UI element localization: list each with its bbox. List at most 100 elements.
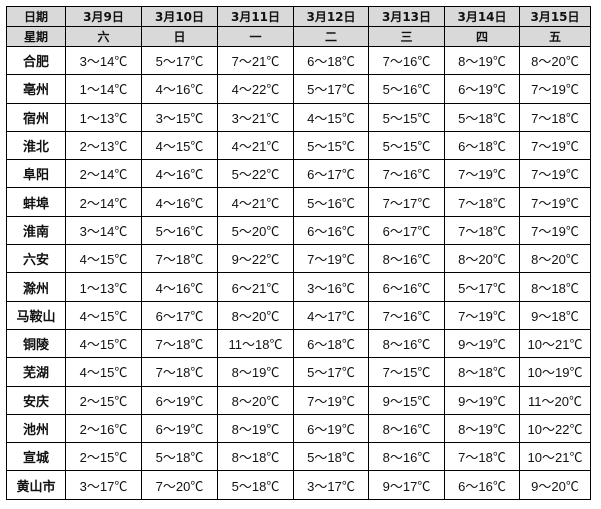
temperature-cell: 9～15℃: [368, 385, 445, 415]
city-name: 合肥: [6, 45, 66, 76]
temperature-cell: 7～18℃: [444, 442, 520, 472]
table-row: 合肥 3～14℃ 5～17℃ 7～21℃ 6～18℃ 7～16℃ 8～19℃ 8～20℃: [6, 45, 591, 76]
temperature-cell: 4～15℃: [141, 130, 218, 161]
temperature-cell: 8～19℃: [217, 357, 294, 387]
city-name: 淮北: [6, 130, 66, 161]
weekday-cell: 五: [519, 26, 591, 47]
temperature-cell: 9～18℃: [519, 300, 591, 330]
weekday-header-row: 星期 六 日 一 二 三 四 五: [6, 26, 591, 47]
temperature-cell: 5～17℃: [141, 45, 218, 76]
temperature-cell: 5～17℃: [293, 357, 369, 387]
temperature-cell: 2～15℃: [65, 385, 142, 415]
temperature-cell: 1～13℃: [65, 272, 142, 302]
city-name: 铜陵: [6, 328, 66, 359]
city-name: 芜湖: [6, 357, 66, 387]
table-row: 马鞍山 4～15℃ 6～17℃ 8～20℃ 4～17℃ 7～16℃ 7～19℃ 9～18℃: [6, 300, 591, 330]
city-name: 宿州: [6, 102, 66, 132]
weekday-label: 星期: [6, 26, 66, 47]
temperature-cell: 6～17℃: [368, 215, 445, 246]
temperature-cell: 6～16℃: [368, 272, 445, 302]
temperature-cell: 6～16℃: [444, 470, 520, 500]
temperature-cell: 7～17℃: [368, 187, 445, 217]
weekday-cell: 三: [368, 26, 445, 47]
temperature-cell: 8～18℃: [444, 357, 520, 387]
temperature-cell: 4～21℃: [217, 130, 294, 161]
table-row: 蚌埠 2～14℃ 4～16℃ 4～21℃ 5～16℃ 7～17℃ 7～18℃ 7～19℃: [6, 187, 591, 217]
temperature-cell: 7～16℃: [368, 300, 445, 330]
temperature-cell: 2～15℃: [65, 442, 142, 472]
temperature-cell: 4～16℃: [141, 187, 218, 217]
temperature-cell: 7～16℃: [368, 159, 445, 189]
date-cell: 3月12日: [293, 6, 369, 27]
temperature-cell: 7～16℃: [368, 45, 445, 76]
temperature-cell: 6～19℃: [293, 413, 369, 444]
temperature-cell: 3～16℃: [293, 272, 369, 302]
city-name: 蚌埠: [6, 187, 66, 217]
temperature-cell: 6～16℃: [293, 215, 369, 246]
table-row: 池州 2～16℃ 6～19℃ 8～19℃ 6～19℃ 8～16℃ 8～19℃ 10～22℃: [6, 413, 591, 444]
temperature-cell: 3～17℃: [293, 470, 369, 500]
temperature-cell: 3～15℃: [141, 102, 218, 132]
temperature-cell: 8～18℃: [519, 272, 591, 302]
temperature-cell: 4～17℃: [293, 300, 369, 330]
temperature-cell: 4～15℃: [65, 328, 142, 359]
temperature-cell: 6～19℃: [141, 413, 218, 444]
temperature-cell: 5～17℃: [293, 74, 369, 104]
temperature-cell: 7～19℃: [444, 300, 520, 330]
temperature-cell: 6～17℃: [293, 159, 369, 189]
temperature-cell: 6～21℃: [217, 272, 294, 302]
date-cell: 3月13日: [368, 6, 445, 27]
temperature-cell: 7～19℃: [519, 215, 591, 246]
date-header-row: 日期 3月9日 3月10日 3月11日 3月12日 3月13日 3月14日 3月…: [6, 6, 591, 27]
date-label: 日期: [6, 6, 66, 27]
temperature-cell: 4～16℃: [141, 272, 218, 302]
temperature-cell: 3～17℃: [65, 470, 142, 500]
temperature-cell: 4～15℃: [293, 102, 369, 132]
temperature-cell: 4～15℃: [65, 300, 142, 330]
temperature-cell: 6～17℃: [141, 300, 218, 330]
temperature-cell: 4～16℃: [141, 159, 218, 189]
weekday-cell: 日: [141, 26, 218, 47]
table-row: 芜湖 4～15℃ 7～18℃ 8～19℃ 5～17℃ 7～15℃ 8～18℃ 10～19℃: [6, 357, 591, 387]
temperature-cell: 5～18℃: [293, 442, 369, 472]
temperature-cell: 5～15℃: [368, 130, 445, 161]
temperature-cell: 7～19℃: [519, 74, 591, 104]
temperature-cell: 2～14℃: [65, 187, 142, 217]
temperature-cell: 5～22℃: [217, 159, 294, 189]
temperature-cell: 7～18℃: [444, 187, 520, 217]
temperature-cell: 4～16℃: [141, 74, 218, 104]
temperature-cell: 3～21℃: [217, 102, 294, 132]
temperature-cell: 5～16℃: [293, 187, 369, 217]
temperature-cell: 1～14℃: [65, 74, 142, 104]
temperature-cell: 4～22℃: [217, 74, 294, 104]
weather-forecast-table: 日期 3月9日 3月10日 3月11日 3月12日 3月13日 3月14日 3月…: [6, 6, 591, 500]
temperature-cell: 10～21℃: [519, 442, 591, 472]
temperature-cell: 7～19℃: [293, 244, 369, 274]
temperature-cell: 9～22℃: [217, 244, 294, 274]
table-row: 铜陵 4～15℃ 7～18℃ 11～18℃ 6～18℃ 8～16℃ 9～19℃ 10～21℃: [6, 328, 591, 359]
city-name: 淮南: [6, 215, 66, 246]
temperature-cell: 8～20℃: [217, 300, 294, 330]
date-cell: 3月14日: [444, 6, 520, 27]
temperature-cell: 5～20℃: [217, 215, 294, 246]
temperature-cell: 3～14℃: [65, 215, 142, 246]
temperature-cell: 7～18℃: [519, 102, 591, 132]
temperature-cell: 10～21℃: [519, 328, 591, 359]
temperature-cell: 9～17℃: [368, 470, 445, 500]
table-row: 亳州 1～14℃ 4～16℃ 4～22℃ 5～17℃ 5～16℃ 6～19℃ 7～19℃: [6, 74, 591, 104]
temperature-cell: 5～17℃: [444, 272, 520, 302]
temperature-cell: 8～20℃: [519, 244, 591, 274]
temperature-cell: 7～18℃: [141, 244, 218, 274]
weekday-cell: 六: [65, 26, 142, 47]
temperature-cell: 5～18℃: [444, 102, 520, 132]
temperature-cell: 4～15℃: [65, 357, 142, 387]
temperature-cell: 10～19℃: [519, 357, 591, 387]
table-row: 安庆 2～15℃ 6～19℃ 8～20℃ 7～19℃ 9～15℃ 9～19℃ 11～20℃: [6, 385, 591, 415]
temperature-cell: 7～19℃: [519, 187, 591, 217]
temperature-cell: 7～19℃: [444, 159, 520, 189]
weekday-cell: 四: [444, 26, 520, 47]
temperature-cell: 8～16℃: [368, 413, 445, 444]
table-row: 六安 4～15℃ 7～18℃ 9～22℃ 7～19℃ 8～16℃ 8～20℃ 8～20℃: [6, 244, 591, 274]
temperature-cell: 6～18℃: [293, 45, 369, 76]
temperature-cell: 8～20℃: [444, 244, 520, 274]
